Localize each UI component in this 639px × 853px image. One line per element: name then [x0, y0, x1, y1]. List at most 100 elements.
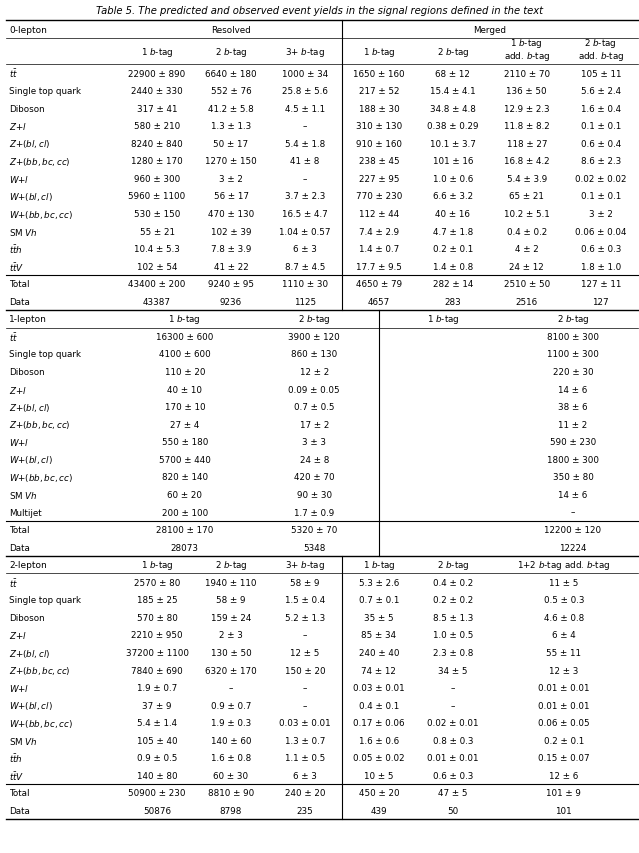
Text: 3900 ± 120: 3900 ± 120	[288, 333, 340, 341]
Text: $Z$+$(bb, bc, cc)$: $Z$+$(bb, bc, cc)$	[9, 419, 71, 431]
Text: Data: Data	[9, 543, 30, 552]
Text: Diboson: Diboson	[9, 368, 45, 377]
Text: 10.1 ± 3.7: 10.1 ± 3.7	[430, 140, 476, 148]
Text: 37 ± 9: 37 ± 9	[142, 701, 172, 710]
Text: $t\bar{t}$: $t\bar{t}$	[9, 67, 18, 80]
Text: 5348: 5348	[303, 543, 325, 552]
Text: $W$+$(bb, bc, cc)$: $W$+$(bb, bc, cc)$	[9, 472, 73, 484]
Text: 110 ± 20: 110 ± 20	[165, 368, 205, 377]
Text: 3+ $b$-tag: 3+ $b$-tag	[285, 559, 325, 572]
Text: 50: 50	[447, 806, 459, 815]
Text: $Z$+$(bb, bc, cc)$: $Z$+$(bb, bc, cc)$	[9, 664, 71, 676]
Text: 240 ± 20: 240 ± 20	[285, 788, 325, 798]
Text: 24 ± 12: 24 ± 12	[509, 263, 544, 271]
Text: –: –	[450, 683, 455, 693]
Text: 5.2 ± 1.3: 5.2 ± 1.3	[285, 613, 325, 622]
Text: 0.03 ± 0.01: 0.03 ± 0.01	[279, 718, 331, 728]
Text: 5.4 ± 3.9: 5.4 ± 3.9	[507, 175, 547, 183]
Text: 101: 101	[555, 806, 572, 815]
Text: 217 ± 52: 217 ± 52	[358, 87, 399, 96]
Text: 12 ± 2: 12 ± 2	[300, 368, 329, 377]
Text: 25.8 ± 5.6: 25.8 ± 5.6	[282, 87, 328, 96]
Text: 2110 ± 70: 2110 ± 70	[504, 69, 550, 78]
Text: Total: Total	[9, 525, 29, 535]
Text: $t\bar{t}h$: $t\bar{t}h$	[9, 243, 23, 256]
Text: 68 ± 12: 68 ± 12	[435, 69, 470, 78]
Text: 60 ± 20: 60 ± 20	[167, 490, 203, 499]
Text: 41 ± 8: 41 ± 8	[290, 157, 320, 166]
Text: Single top quark: Single top quark	[9, 595, 81, 605]
Text: 188 ± 30: 188 ± 30	[358, 105, 399, 113]
Text: 0.4 ± 0.1: 0.4 ± 0.1	[359, 701, 399, 710]
Text: 40 ± 10: 40 ± 10	[167, 386, 203, 394]
Text: 6.6 ± 3.2: 6.6 ± 3.2	[433, 192, 473, 201]
Text: 0.2 ± 0.1: 0.2 ± 0.1	[433, 245, 473, 254]
Text: 22900 ± 890: 22900 ± 890	[128, 69, 186, 78]
Text: 960 ± 300: 960 ± 300	[134, 175, 180, 183]
Text: 0.15 ± 0.07: 0.15 ± 0.07	[538, 753, 590, 763]
Text: 14 ± 6: 14 ± 6	[558, 490, 588, 499]
Text: SM $Vh$: SM $Vh$	[9, 490, 38, 501]
Text: 2 ± 3: 2 ± 3	[219, 630, 243, 640]
Text: 1.6 ± 0.4: 1.6 ± 0.4	[581, 105, 621, 113]
Text: $Z$+$(bl, cl)$: $Z$+$(bl, cl)$	[9, 647, 50, 659]
Text: 9236: 9236	[220, 298, 242, 306]
Text: 4657: 4657	[368, 298, 390, 306]
Text: 185 ± 25: 185 ± 25	[137, 595, 178, 605]
Text: 0.02 ± 0.01: 0.02 ± 0.01	[427, 718, 479, 728]
Text: 580 ± 210: 580 ± 210	[134, 122, 180, 131]
Text: 439: 439	[371, 806, 387, 815]
Text: 159 ± 24: 159 ± 24	[211, 613, 251, 622]
Text: 0.03 ± 0.01: 0.03 ± 0.01	[353, 683, 404, 693]
Text: 0.2 ± 0.2: 0.2 ± 0.2	[433, 595, 473, 605]
Text: 41 ± 22: 41 ± 22	[213, 263, 249, 271]
Text: 1 $b$-tag: 1 $b$-tag	[362, 45, 396, 59]
Text: 27 ± 4: 27 ± 4	[170, 421, 199, 429]
Text: 0.9 ± 0.7: 0.9 ± 0.7	[211, 701, 251, 710]
Text: 47 ± 5: 47 ± 5	[438, 788, 468, 798]
Text: 8798: 8798	[220, 806, 242, 815]
Text: $W$+$(bb, bc, cc)$: $W$+$(bb, bc, cc)$	[9, 717, 73, 728]
Text: 112 ± 44: 112 ± 44	[359, 210, 399, 218]
Text: 0.02 ± 0.02: 0.02 ± 0.02	[575, 175, 626, 183]
Text: 35 ± 5: 35 ± 5	[364, 613, 394, 622]
Text: Single top quark: Single top quark	[9, 87, 81, 96]
Text: 11 ± 2: 11 ± 2	[558, 421, 588, 429]
Text: 0.06 ± 0.05: 0.06 ± 0.05	[538, 718, 590, 728]
Text: 1270 ± 150: 1270 ± 150	[205, 157, 257, 166]
Text: Diboson: Diboson	[9, 613, 45, 622]
Text: 12200 ± 120: 12200 ± 120	[544, 525, 601, 535]
Text: 55 ± 21: 55 ± 21	[139, 227, 174, 236]
Text: 910 ± 160: 910 ± 160	[356, 140, 402, 148]
Text: 10 ± 5: 10 ± 5	[364, 771, 394, 780]
Text: $W$+$l$: $W$+$l$	[9, 682, 29, 693]
Text: 0.4 ± 0.2: 0.4 ± 0.2	[507, 227, 547, 236]
Text: 6320 ± 170: 6320 ± 170	[205, 666, 257, 675]
Text: 0-lepton: 0-lepton	[9, 26, 47, 35]
Text: 8810 ± 90: 8810 ± 90	[208, 788, 254, 798]
Text: 14 ± 6: 14 ± 6	[558, 386, 588, 394]
Text: 17.7 ± 9.5: 17.7 ± 9.5	[356, 263, 402, 271]
Text: 16300 ± 600: 16300 ± 600	[156, 333, 213, 341]
Text: Diboson: Diboson	[9, 105, 45, 113]
Text: 1 $b$-tag: 1 $b$-tag	[169, 313, 201, 326]
Text: 0.06 ± 0.04: 0.06 ± 0.04	[575, 227, 626, 236]
Text: 0.05 ± 0.02: 0.05 ± 0.02	[353, 753, 404, 763]
Text: Single top quark: Single top quark	[9, 350, 81, 359]
Text: $W$+$(bl, cl)$: $W$+$(bl, cl)$	[9, 699, 53, 711]
Text: 4650 ± 79: 4650 ± 79	[356, 280, 402, 289]
Text: 101 ± 9: 101 ± 9	[546, 788, 581, 798]
Text: 85 ± 34: 85 ± 34	[362, 630, 396, 640]
Text: 5.6 ± 2.4: 5.6 ± 2.4	[581, 87, 621, 96]
Text: 24 ± 8: 24 ± 8	[300, 456, 329, 464]
Text: 2 $b$-tag: 2 $b$-tag	[215, 559, 247, 572]
Text: 1.9 ± 0.7: 1.9 ± 0.7	[137, 683, 177, 693]
Text: 235: 235	[296, 806, 313, 815]
Text: 12 ± 3: 12 ± 3	[549, 666, 578, 675]
Text: 74 ± 12: 74 ± 12	[362, 666, 396, 675]
Text: 8.7 ± 4.5: 8.7 ± 4.5	[285, 263, 325, 271]
Text: 0.17 ± 0.06: 0.17 ± 0.06	[353, 718, 404, 728]
Text: 8.5 ± 1.3: 8.5 ± 1.3	[433, 613, 473, 622]
Text: 0.5 ± 0.3: 0.5 ± 0.3	[544, 595, 584, 605]
Text: –: –	[303, 683, 307, 693]
